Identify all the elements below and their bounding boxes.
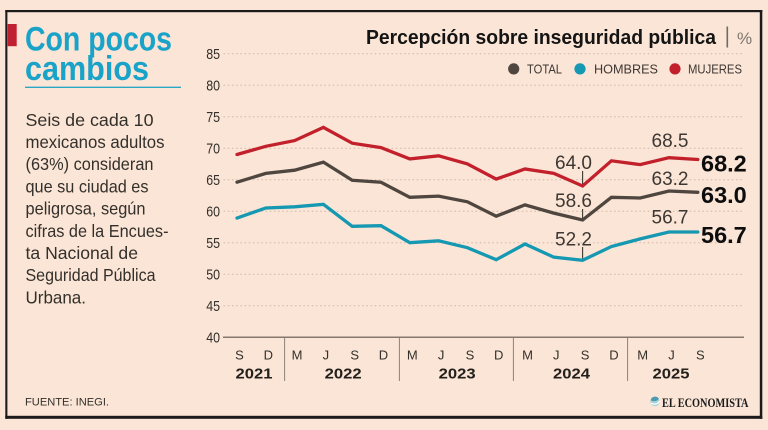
svg-text:70: 70 bbox=[206, 141, 220, 158]
svg-text:%: % bbox=[737, 29, 752, 48]
svg-text:55: 55 bbox=[206, 235, 220, 252]
svg-text:60: 60 bbox=[206, 204, 220, 221]
svg-text:S: S bbox=[581, 348, 590, 363]
svg-text:HOMBRES: HOMBRES bbox=[594, 62, 658, 77]
svg-text:2025: 2025 bbox=[653, 366, 690, 383]
svg-text:75: 75 bbox=[206, 109, 220, 126]
svg-text:D: D bbox=[494, 348, 503, 363]
svg-text:D: D bbox=[264, 348, 273, 363]
svg-text:68.2: 68.2 bbox=[701, 151, 747, 177]
svg-text:Percepción sobre inseguridad p: Percepción sobre inseguridad pública bbox=[366, 27, 717, 49]
svg-text:cifras de la Encues-: cifras de la Encues- bbox=[26, 221, 169, 241]
svg-text:S: S bbox=[350, 348, 359, 363]
svg-text:M: M bbox=[522, 348, 533, 363]
svg-text:68.5: 68.5 bbox=[652, 131, 689, 152]
svg-text:S: S bbox=[466, 348, 475, 363]
svg-text:64.0: 64.0 bbox=[555, 153, 592, 174]
svg-text:56.7: 56.7 bbox=[652, 208, 689, 229]
svg-text:S: S bbox=[696, 348, 705, 363]
svg-text:S: S bbox=[235, 348, 244, 363]
svg-text:J: J bbox=[438, 348, 445, 363]
svg-text:ta Nacional de: ta Nacional de bbox=[26, 243, 139, 263]
svg-text:85: 85 bbox=[206, 46, 220, 63]
svg-text:Con pocos: Con pocos bbox=[25, 21, 172, 59]
svg-text:50: 50 bbox=[206, 267, 220, 284]
svg-text:63.2: 63.2 bbox=[652, 169, 689, 190]
svg-text:2023: 2023 bbox=[439, 366, 476, 383]
svg-text:J: J bbox=[553, 348, 560, 363]
svg-text:J: J bbox=[323, 348, 330, 363]
svg-text:Urbana.: Urbana. bbox=[26, 287, 87, 307]
svg-text:2024: 2024 bbox=[553, 366, 591, 383]
svg-text:65: 65 bbox=[206, 172, 220, 189]
svg-text:45: 45 bbox=[206, 298, 220, 315]
svg-text:M: M bbox=[637, 348, 648, 363]
svg-text:peligrosa, según: peligrosa, según bbox=[26, 199, 146, 219]
svg-text:D: D bbox=[379, 348, 388, 363]
svg-text:FUENTE: INEGI.: FUENTE: INEGI. bbox=[25, 397, 109, 409]
svg-text:MUJERES: MUJERES bbox=[688, 62, 742, 77]
svg-text:EL ECONOMISTA: EL ECONOMISTA bbox=[662, 395, 749, 410]
svg-text:40: 40 bbox=[206, 330, 220, 347]
svg-text:(63%) consideran: (63%) consideran bbox=[26, 154, 154, 174]
svg-text:Seis de cada 10: Seis de cada 10 bbox=[26, 110, 154, 130]
svg-text:2022: 2022 bbox=[325, 366, 362, 383]
svg-text:Seguridad Pública: Seguridad Pública bbox=[26, 265, 156, 285]
svg-text:63.0: 63.0 bbox=[701, 182, 747, 208]
svg-text:D: D bbox=[609, 348, 618, 363]
svg-text:J: J bbox=[668, 348, 675, 363]
svg-text:2021: 2021 bbox=[236, 366, 273, 383]
svg-text:TOTAL: TOTAL bbox=[527, 62, 562, 77]
svg-text:58.6: 58.6 bbox=[555, 191, 592, 212]
svg-text:56.7: 56.7 bbox=[701, 222, 747, 248]
svg-text:que su ciudad es: que su ciudad es bbox=[26, 176, 149, 196]
svg-text:mexicanos adultos: mexicanos adultos bbox=[26, 132, 165, 152]
svg-text:M: M bbox=[407, 348, 418, 363]
svg-text:80: 80 bbox=[206, 78, 220, 95]
svg-text:M: M bbox=[292, 348, 303, 363]
svg-text:cambios: cambios bbox=[25, 50, 149, 88]
svg-text:52.2: 52.2 bbox=[555, 229, 592, 250]
